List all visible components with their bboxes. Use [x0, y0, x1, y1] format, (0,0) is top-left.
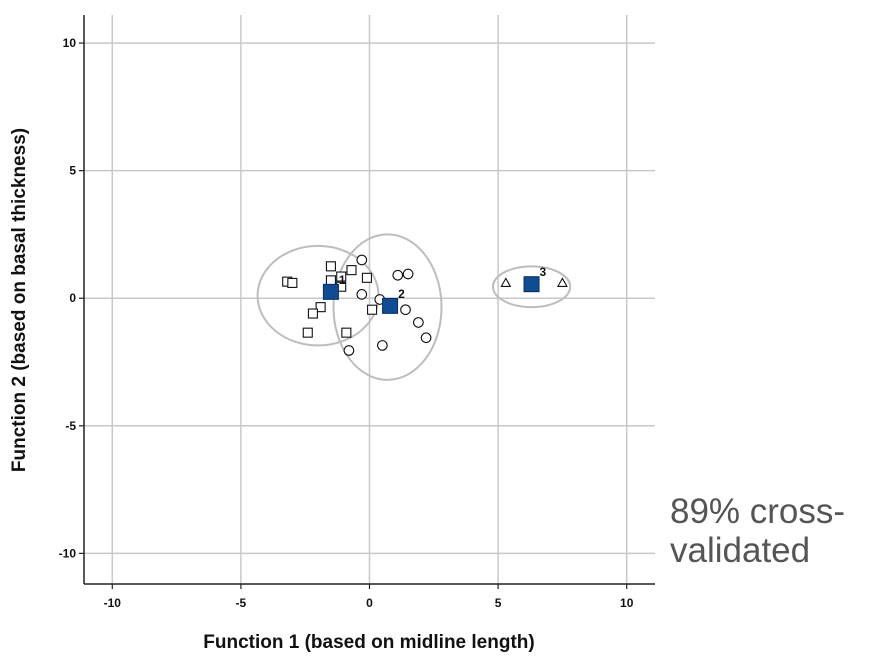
x-tick-label: -5 [236, 596, 247, 610]
triangle-point [500, 277, 512, 287]
circle-point [377, 340, 388, 351]
square-point [325, 261, 336, 272]
square-point [287, 277, 298, 288]
centroid-label-1: 1 [339, 273, 346, 287]
circle-point [356, 254, 368, 266]
y-tick-label: 0 [69, 291, 76, 305]
grid-lines [84, 15, 655, 584]
square-point [315, 302, 326, 313]
centroid-1 [322, 283, 339, 300]
y-tick-label: -10 [59, 546, 77, 560]
group-ellipse-2 [332, 233, 443, 381]
x-tick-label: -10 [104, 596, 122, 610]
centroid-2 [382, 297, 399, 314]
centroid-label-3: 3 [540, 265, 547, 279]
y-tick-label: 5 [69, 164, 76, 178]
axes [79, 15, 655, 589]
square-point [302, 327, 313, 338]
x-tick-label: 5 [495, 596, 502, 610]
centroid-label-2: 2 [398, 287, 405, 301]
x-tick-label: 0 [366, 596, 373, 610]
group-ellipses [256, 233, 572, 381]
circle-point [392, 269, 404, 281]
y-tick-label: -5 [65, 419, 76, 433]
cross-validation-note: 89% cross-validated [670, 492, 846, 570]
y-tick-labels: -10 -5 0 5 10 [59, 36, 77, 560]
square-point [361, 272, 372, 283]
y-tick-label: 10 [63, 36, 77, 50]
x-axis-title: Function 1 (based on midline length) [203, 632, 534, 653]
group-centroids: 1 2 3 [322, 265, 547, 314]
x-tick-label: 10 [620, 596, 634, 610]
y-axis-title: Function 2 (based on basal thickness) [9, 128, 30, 472]
circle-point [343, 345, 355, 356]
group-ellipse-3 [491, 265, 572, 309]
data-points [282, 254, 568, 356]
square-point [341, 327, 352, 338]
square-point [336, 271, 347, 282]
square-point [307, 308, 318, 319]
square-point [367, 304, 378, 315]
circle-point [400, 304, 411, 316]
triangle-point [556, 277, 568, 287]
circle-point [413, 317, 424, 328]
x-tick-labels: -10 -5 0 5 10 [104, 596, 634, 610]
circle-point [402, 268, 414, 280]
square-point [346, 265, 357, 276]
centroid-3 [523, 276, 540, 293]
circle-point [420, 332, 432, 344]
square-point [325, 275, 336, 286]
circle-point [356, 289, 368, 300]
